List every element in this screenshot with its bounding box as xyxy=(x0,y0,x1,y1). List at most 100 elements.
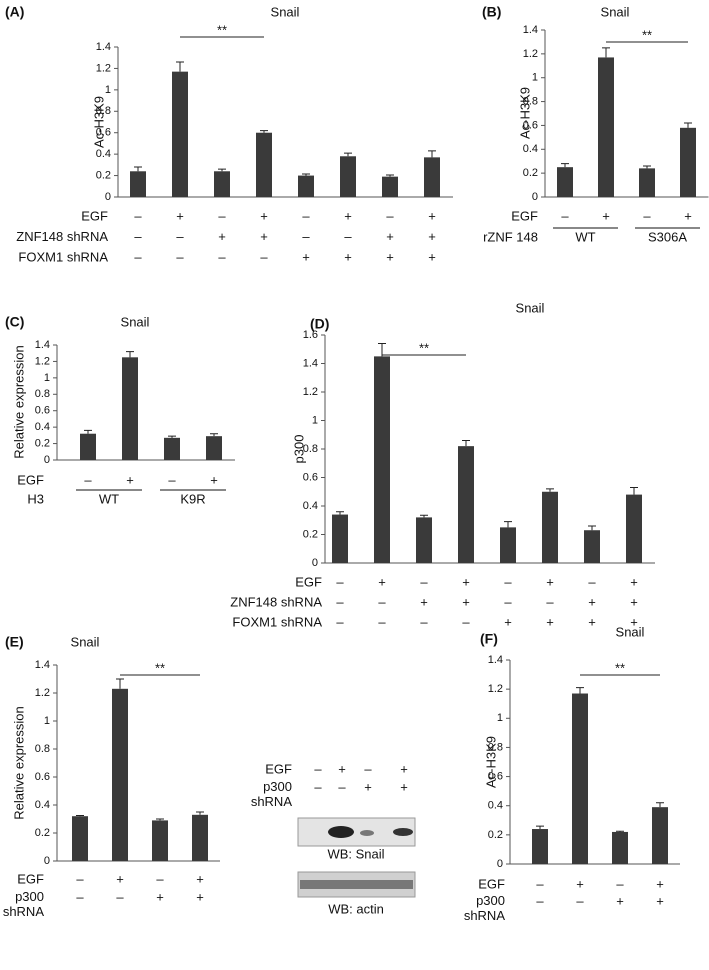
y-tick-label: 1.2 xyxy=(303,386,318,398)
condition-label: EGF xyxy=(17,472,44,487)
y-tick-label: 0.2 xyxy=(488,829,503,841)
condition-sign: + xyxy=(156,889,164,904)
group-label: S306A xyxy=(648,229,687,244)
error-bar xyxy=(656,802,664,808)
chart-title: Snail xyxy=(271,4,300,19)
condition-label: FOXM1 shRNA xyxy=(232,614,322,629)
error-bar xyxy=(336,511,344,515)
y-tick-label: 1.6 xyxy=(303,329,318,341)
condition-sign: + xyxy=(546,614,554,629)
y-tick-label: 1 xyxy=(312,414,318,426)
condition-label-line: p300 xyxy=(15,889,44,904)
condition-sign: + xyxy=(630,614,638,629)
condition-label: EGF xyxy=(81,208,108,223)
y-tick-label: 0.4 xyxy=(523,143,538,155)
y-tick-label: 0.4 xyxy=(488,800,503,812)
y-tick-label: 1.4 xyxy=(35,339,50,351)
condition-sign: – xyxy=(76,871,84,886)
y-tick-label: 0 xyxy=(532,191,538,203)
condition-sign: + xyxy=(344,249,352,264)
group-label: WT xyxy=(99,491,119,506)
condition-label-line: p300 xyxy=(263,779,292,794)
y-tick-label: 0.8 xyxy=(35,743,50,755)
error-bar xyxy=(344,152,352,157)
bar xyxy=(164,437,180,460)
condition-sign: – xyxy=(504,574,512,589)
condition-sign: – xyxy=(386,208,394,223)
bar xyxy=(192,814,208,861)
condition-sign: + xyxy=(462,574,470,589)
condition-sign: + xyxy=(588,614,596,629)
bar xyxy=(72,816,88,861)
y-tick-label: 0.4 xyxy=(96,148,111,160)
error-bar xyxy=(504,521,512,528)
error-bar xyxy=(378,343,386,357)
condition-sign: + xyxy=(196,889,204,904)
error-bar xyxy=(630,486,638,495)
y-tick-label: 0.4 xyxy=(35,799,50,811)
error-bar xyxy=(684,122,692,128)
bar xyxy=(112,688,128,861)
condition-sign: + xyxy=(378,574,386,589)
bar xyxy=(612,831,628,864)
condition-sign: – xyxy=(176,249,184,264)
bar xyxy=(206,436,222,460)
condition-sign: + xyxy=(428,208,436,223)
panel-label: (A) xyxy=(5,4,24,20)
condition-sign: + xyxy=(420,594,428,609)
y-tick-label: 1.4 xyxy=(96,41,111,53)
error-bar xyxy=(210,433,218,437)
condition-sign: – xyxy=(616,876,624,891)
y-tick-label: 0.6 xyxy=(523,119,538,131)
y-tick-label: 1.4 xyxy=(488,654,503,666)
error-bar xyxy=(168,435,176,438)
bar xyxy=(332,514,348,563)
significance-label: ** xyxy=(615,660,625,675)
condition-label-line: shRNA xyxy=(251,794,293,809)
significance-label: ** xyxy=(642,27,652,42)
y-tick-label: 0.6 xyxy=(303,471,318,483)
condition-sign: + xyxy=(302,249,310,264)
error-bar xyxy=(420,514,428,518)
condition-sign: + xyxy=(630,574,638,589)
condition-label: FOXM1 shRNA xyxy=(18,249,108,264)
bar xyxy=(416,517,432,563)
panel-label: (F) xyxy=(480,631,498,647)
condition-label: p300 shRNA xyxy=(3,889,45,919)
condition-sign: + xyxy=(126,472,134,487)
bar xyxy=(532,829,548,864)
condition-label: H3 xyxy=(27,491,44,506)
condition-sign: – xyxy=(462,614,470,629)
bar xyxy=(557,167,573,197)
condition-label: ZNF148 shRNA xyxy=(230,594,322,609)
bar xyxy=(340,156,356,197)
significance-label: ** xyxy=(419,340,429,355)
error-bar xyxy=(643,165,651,169)
error-bar xyxy=(576,687,584,694)
condition-sign: + xyxy=(364,779,372,794)
bar xyxy=(152,820,168,861)
condition-sign: – xyxy=(336,594,344,609)
condition-sign: – xyxy=(176,229,184,244)
condition-sign: + xyxy=(588,594,596,609)
condition-sign: – xyxy=(218,208,226,223)
bar xyxy=(424,157,440,197)
y-tick-label: 0 xyxy=(44,855,50,867)
band xyxy=(393,828,413,836)
error-bar xyxy=(588,525,596,531)
condition-sign: – xyxy=(378,594,386,609)
condition-sign: + xyxy=(656,876,664,891)
y-axis-label: Ac-H3K9 xyxy=(517,87,532,139)
y-tick-label: 0.8 xyxy=(523,95,538,107)
condition-sign: + xyxy=(576,876,584,891)
chart-title: Snail xyxy=(616,624,645,639)
band xyxy=(328,826,354,838)
condition-label-line: p300 xyxy=(476,893,505,908)
error-bar xyxy=(546,488,554,492)
band xyxy=(360,830,374,836)
bar xyxy=(214,171,230,197)
condition-sign: – xyxy=(134,208,142,223)
bar xyxy=(639,168,655,197)
y-tick-label: 1.4 xyxy=(35,659,50,671)
y-tick-label: 1.4 xyxy=(523,24,538,36)
